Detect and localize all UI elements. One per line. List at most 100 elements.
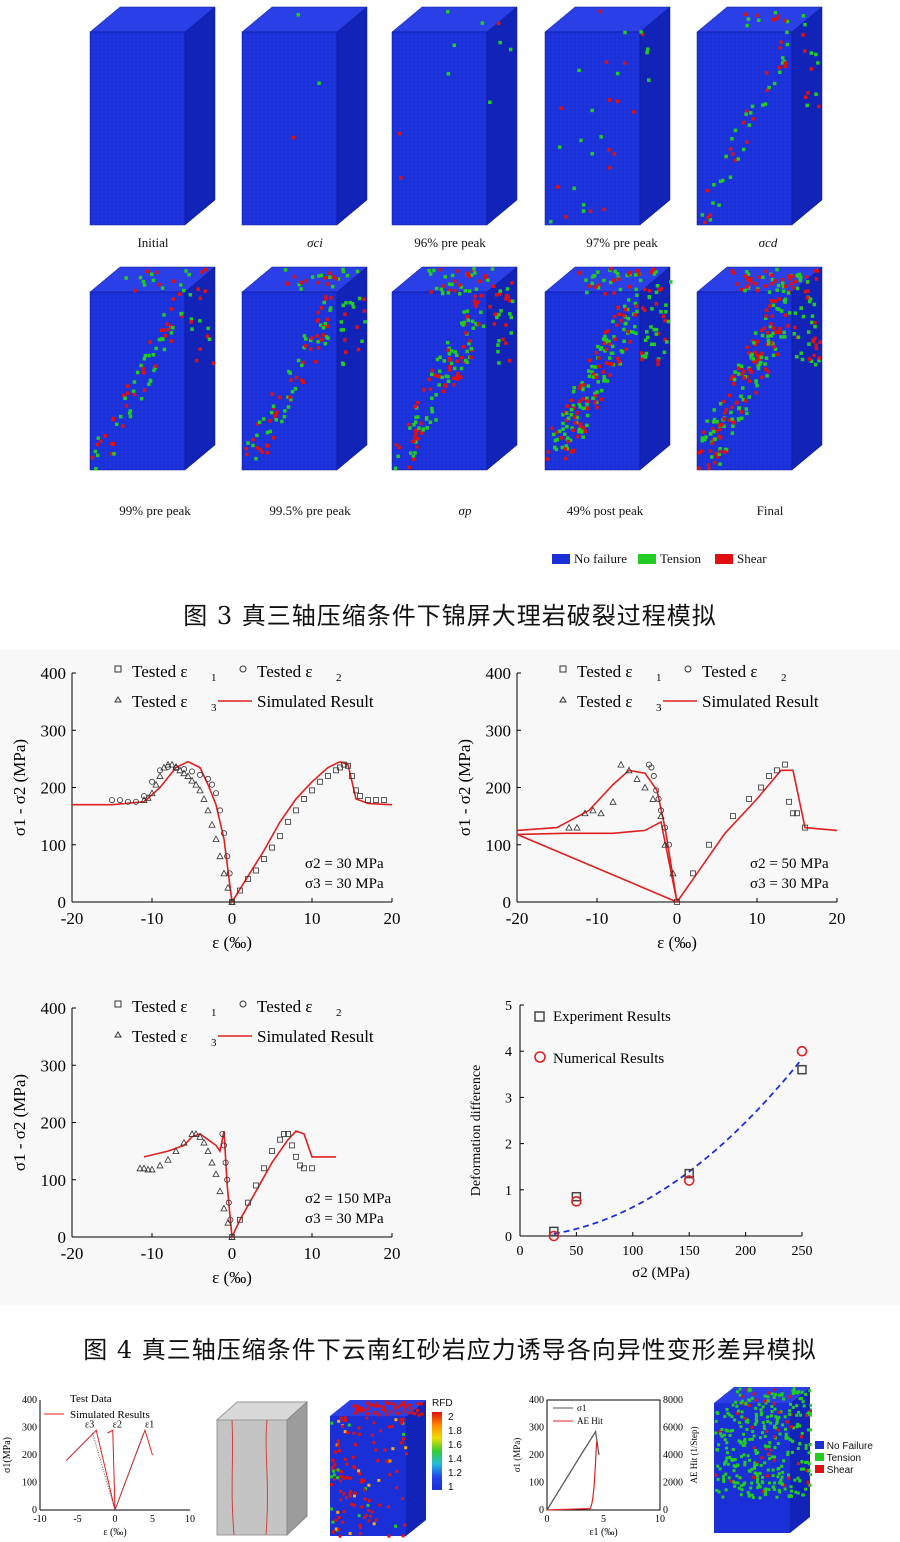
- damage-cell: [778, 45, 782, 50]
- final-side-face: [790, 1387, 810, 1533]
- damage-cell: [141, 371, 146, 375]
- damage-cell: [292, 275, 297, 279]
- damage-cell: [712, 183, 716, 187]
- damage-cell: [797, 274, 801, 279]
- damage-cell: [112, 452, 116, 456]
- damage-cell: [817, 356, 821, 360]
- legend-e3-sub: 3: [656, 702, 662, 714]
- damage-cell: [157, 282, 161, 287]
- final-cell: [784, 1432, 788, 1436]
- experiment-point: [684, 1168, 694, 1179]
- damage-cell: [731, 424, 735, 428]
- y-axis-label: σ1 - σ2 (MPa): [10, 739, 29, 836]
- final-cell: [741, 1443, 745, 1447]
- damage-cell: [286, 282, 290, 286]
- damage-cell: [777, 307, 781, 312]
- damage-cell: [618, 362, 623, 366]
- final-cell: [781, 1470, 785, 1474]
- final-cell: [800, 1390, 804, 1394]
- damage-cell: [730, 152, 735, 156]
- final-cell: [775, 1495, 779, 1499]
- final-cell: [754, 1412, 758, 1416]
- rfd-cell: [370, 1433, 374, 1437]
- final-cell: [732, 1458, 736, 1462]
- damage-cell: [245, 452, 249, 456]
- damage-cell: [141, 367, 145, 371]
- final-cell: [787, 1473, 790, 1477]
- final-cell: [753, 1464, 757, 1468]
- damage-cell: [128, 409, 133, 413]
- damage-cell: [813, 268, 818, 273]
- experiment-point: [549, 1226, 559, 1237]
- damage-cell: [588, 358, 592, 363]
- label-final: Final: [756, 503, 784, 518]
- final-cell: [735, 1404, 739, 1408]
- damage-cell: [315, 319, 320, 323]
- label-initial: Initial: [137, 235, 169, 250]
- damage-cell: [449, 361, 454, 366]
- final-cell: [728, 1455, 732, 1459]
- damage-cell: [754, 358, 759, 363]
- final-cell: [778, 1490, 782, 1494]
- final-cell: [763, 1434, 767, 1438]
- rfd-cell: [331, 1530, 335, 1534]
- tested-e1-point: [746, 796, 752, 802]
- damage-cell: [633, 324, 637, 329]
- tested-e2-point: [148, 778, 155, 785]
- rfd-top-cell: [375, 1402, 379, 1405]
- damage-cell: [749, 276, 753, 281]
- final-cell: [738, 1476, 742, 1480]
- damage-cell: [427, 377, 431, 382]
- damage-cell: [700, 436, 705, 440]
- tested-e1-point: [766, 773, 772, 779]
- final-cell: [793, 1478, 797, 1482]
- damage-cell: [555, 437, 559, 442]
- final-cell: [787, 1494, 791, 1498]
- damage-cell: [563, 447, 567, 451]
- y-tick-label: 0: [539, 1505, 544, 1516]
- final-cell: [750, 1493, 754, 1497]
- tested-e1-point: [293, 1153, 299, 1160]
- y-tick-label: 0: [505, 1230, 512, 1245]
- damage-cell: [139, 397, 144, 401]
- damage-cell: [747, 123, 752, 127]
- damage-cell: [607, 356, 612, 360]
- damage-cell: [739, 287, 744, 292]
- damage-cell: [663, 337, 667, 342]
- damage-cell: [716, 454, 720, 459]
- tested-e1-point: [245, 876, 251, 883]
- damage-cell: [805, 103, 809, 108]
- damage-cell: [776, 352, 780, 357]
- damage-cell: [570, 426, 574, 430]
- final-cell: [798, 1442, 802, 1445]
- damage-cell: [607, 339, 611, 344]
- damage-cell: [745, 270, 749, 274]
- damage-cell: [132, 380, 137, 384]
- final-cell: [743, 1441, 747, 1445]
- final-cell: [788, 1438, 792, 1442]
- tension-swatch: [638, 554, 656, 564]
- damage-cell: [319, 323, 323, 327]
- y-tick-label: 400: [41, 664, 67, 683]
- damage-cell: [619, 319, 623, 323]
- damage-cell: [571, 403, 576, 408]
- damage-cell: [469, 273, 474, 277]
- damage-cell: [659, 287, 663, 291]
- rfd-cell: [388, 1473, 392, 1477]
- damage-cell: [430, 396, 434, 400]
- rfd-cell: [331, 1465, 335, 1469]
- damage-cell: [455, 359, 459, 363]
- damage-cell: [745, 411, 749, 416]
- final-cell: [809, 1473, 812, 1477]
- tested-e3-point: [625, 766, 633, 774]
- tested-e3-point: [204, 1147, 212, 1155]
- rfd-cell: [367, 1483, 371, 1487]
- damage-cell: [447, 282, 452, 286]
- damage-cell: [446, 10, 450, 14]
- damage-cell: [724, 154, 728, 159]
- rfd-cell: [363, 1488, 366, 1492]
- final-cell: [764, 1447, 768, 1451]
- damage-cell: [169, 307, 174, 311]
- final-cell: [794, 1390, 798, 1394]
- final-cell: [772, 1488, 776, 1491]
